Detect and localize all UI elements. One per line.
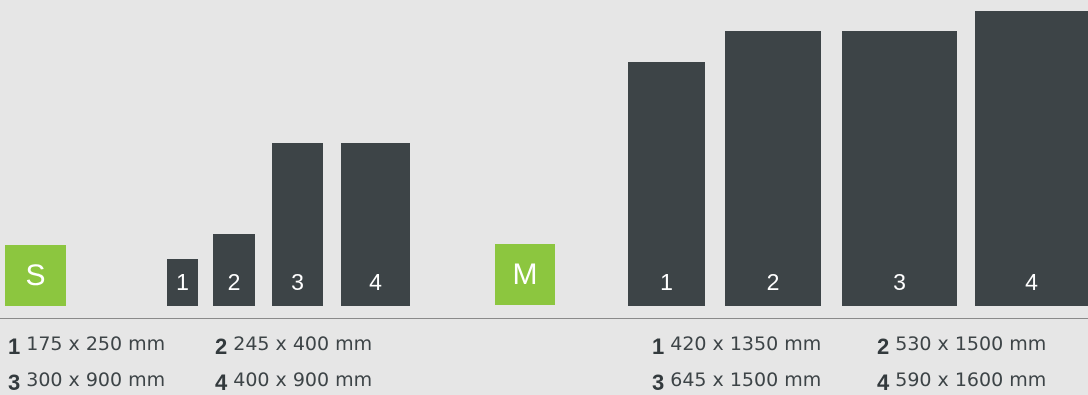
m-spec-3: 3 645 x 1500 mm (652, 368, 822, 394)
m-spec-2-dims: 530 x 1500 mm (895, 333, 1047, 355)
s-bar-2: 2 (213, 234, 255, 306)
m-spec-4-dims: 590 x 1600 mm (895, 369, 1047, 391)
s-spec-2-number: 2 (215, 334, 228, 359)
s-bar-3: 3 (272, 143, 323, 306)
m-bar-1: 1 (628, 62, 705, 306)
size-m-label: M (512, 257, 538, 291)
size-s-label: S (25, 258, 46, 292)
m-spec-3-number: 3 (652, 370, 665, 395)
s-bar-2-number: 2 (227, 269, 241, 295)
s-spec-3-dims: 300 x 900 mm (26, 369, 166, 391)
s-spec-3: 3 300 x 900 mm (8, 368, 166, 394)
size-m-badge: M (495, 244, 555, 305)
s-spec-4-number: 4 (215, 370, 228, 395)
s-spec-4: 4 400 x 900 mm (215, 368, 373, 394)
divider-line (0, 318, 1088, 319)
m-spec-4: 4 590 x 1600 mm (877, 368, 1047, 394)
s-bar-1-number: 1 (176, 269, 189, 295)
m-spec-3-dims: 645 x 1500 mm (670, 369, 822, 391)
m-spec-2-number: 2 (877, 334, 890, 359)
s-bar-1: 1 (167, 259, 198, 306)
m-bar-2: 2 (725, 31, 821, 306)
m-bar-3-number: 3 (893, 269, 906, 295)
m-spec-2: 2 530 x 1500 mm (877, 332, 1047, 358)
s-spec-1: 1 175 x 250 mm (8, 332, 166, 358)
s-spec-4-dims: 400 x 900 mm (233, 369, 373, 391)
m-bar-4: 4 (975, 11, 1088, 306)
s-bar-4: 4 (341, 143, 410, 306)
s-spec-3-number: 3 (8, 370, 21, 395)
s-spec-1-dims: 175 x 250 mm (26, 333, 166, 355)
m-bar-2-number: 2 (766, 269, 780, 295)
m-spec-1: 1 420 x 1350 mm (652, 332, 822, 358)
s-bar-3-number: 3 (291, 269, 304, 295)
m-spec-4-number: 4 (877, 370, 890, 395)
m-bar-3: 3 (842, 31, 957, 306)
m-spec-1-number: 1 (652, 334, 665, 359)
s-spec-2: 2 245 x 400 mm (215, 332, 373, 358)
s-spec-2-dims: 245 x 400 mm (233, 333, 373, 355)
m-spec-1-dims: 420 x 1350 mm (670, 333, 822, 355)
m-bar-4-number: 4 (1025, 269, 1038, 295)
size-s-badge: S (5, 245, 66, 306)
m-bar-1-number: 1 (660, 269, 673, 295)
s-spec-1-number: 1 (8, 334, 21, 359)
s-bar-4-number: 4 (369, 269, 382, 295)
